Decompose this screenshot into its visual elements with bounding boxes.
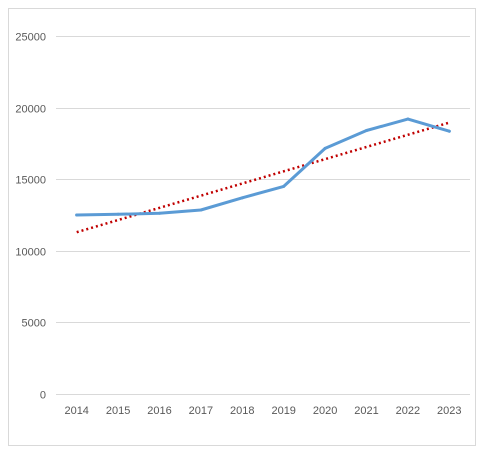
- x-tick-label: 2020: [313, 405, 337, 417]
- data-point: [240, 196, 244, 200]
- chart-frame: [8, 8, 476, 446]
- series-line: [75, 117, 451, 217]
- data-point: [365, 129, 368, 133]
- y-tick-label: 15000: [15, 175, 46, 187]
- data-point: [323, 146, 327, 150]
- y-tick-label: 5000: [22, 318, 46, 330]
- x-tick-label: 2023: [437, 405, 461, 417]
- x-tick-label: 2022: [396, 405, 420, 417]
- trendline: [76, 121, 450, 234]
- data-point: [406, 117, 410, 121]
- x-axis-ticks: 2014 2015 2016 2017 2018 2019 2020 2021 2022 2023: [64, 405, 461, 417]
- x-tick-label: 2016: [147, 405, 171, 417]
- x-tick-label: 2015: [106, 405, 130, 417]
- y-axis-ticks: 0 5000 10000 15000 20000 25000: [15, 32, 46, 402]
- data-point: [116, 212, 120, 216]
- y-tick-label: 20000: [15, 104, 46, 116]
- y-tick-label: 0: [40, 390, 46, 402]
- x-tick-label: 2019: [271, 405, 295, 417]
- data-point: [447, 129, 451, 133]
- data-point: [75, 213, 79, 217]
- y-tick-label: 25000: [15, 32, 46, 44]
- x-tick-label: 2014: [64, 405, 88, 417]
- series-points: [75, 117, 451, 217]
- x-tick-label: 2017: [189, 405, 213, 417]
- y-tick-label: 10000: [15, 247, 46, 259]
- data-point: [158, 211, 161, 215]
- x-tick-label: 2018: [230, 405, 254, 417]
- gridlines: [56, 36, 470, 395]
- x-tick-label: 2021: [354, 405, 378, 417]
- data-point: [282, 184, 286, 188]
- data-point: [199, 208, 203, 212]
